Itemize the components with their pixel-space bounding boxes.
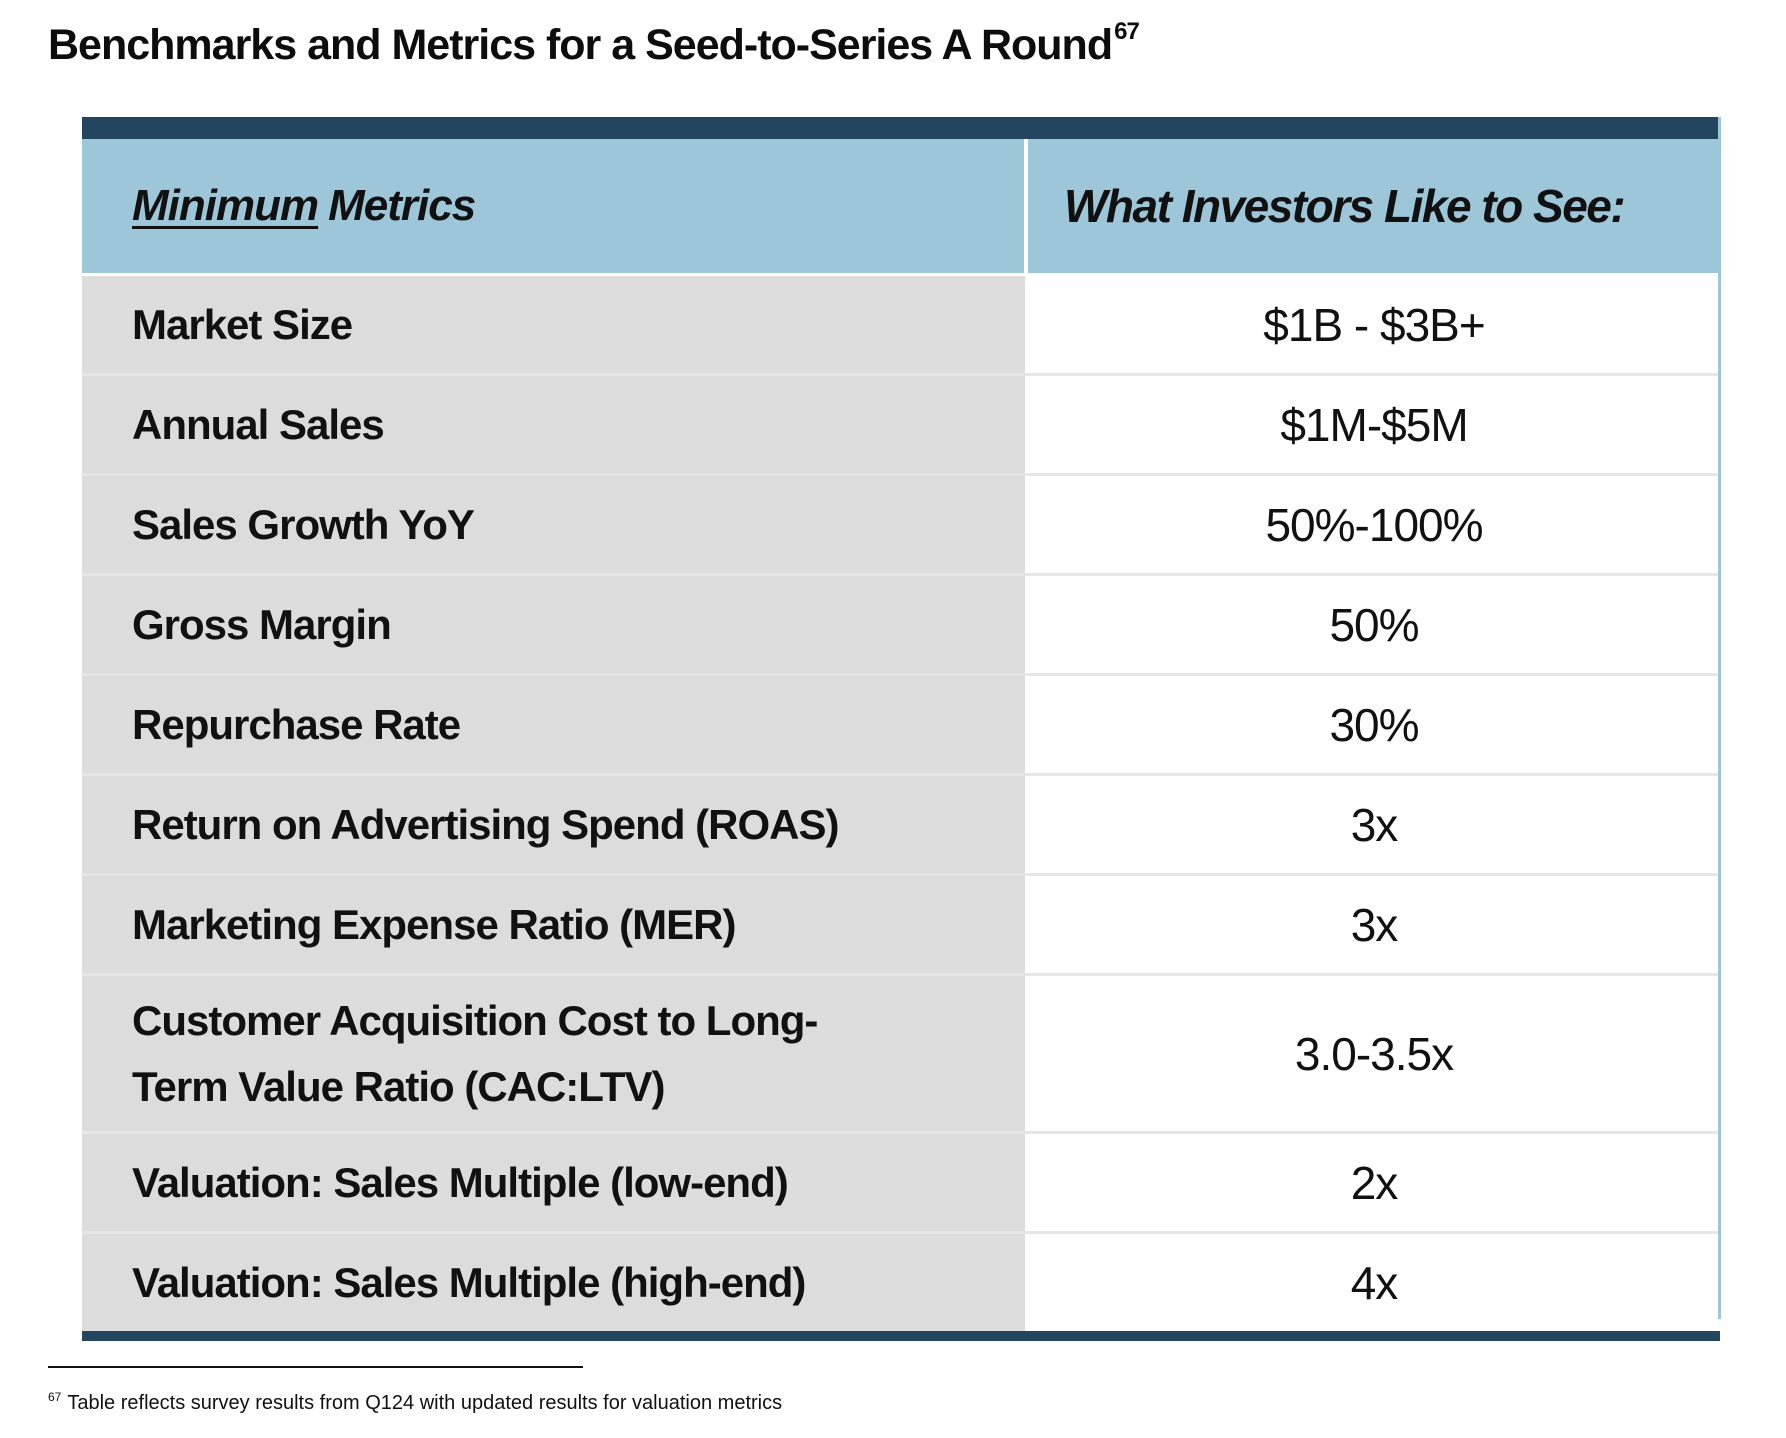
value-cell: 30% xyxy=(1028,676,1720,773)
table-row: Annual Sales $1M-$5M xyxy=(82,376,1720,476)
value-cell: 2x xyxy=(1028,1134,1720,1231)
metric-cell: Return on Advertising Spend (ROAS) xyxy=(82,776,1028,873)
table-row: Return on Advertising Spend (ROAS) 3x xyxy=(82,776,1720,876)
header-what-investors-like: What Investors Like to See: xyxy=(1064,180,1626,232)
table-body: Market Size $1B - $3B+ Annual Sales $1M-… xyxy=(82,276,1720,1331)
table-row: Marketing Expense Ratio (MER) 3x xyxy=(82,876,1720,976)
table-row: Valuation: Sales Multiple (low-end) 2x xyxy=(82,1134,1720,1234)
table-row: Customer Acquisition Cost to Long-Term V… xyxy=(82,976,1720,1134)
header-left-rest: Metrics xyxy=(328,181,476,230)
header-minimum-metrics: Minimum Metrics xyxy=(82,139,1028,273)
metric-cell: Marketing Expense Ratio (MER) xyxy=(82,876,1028,973)
metric-cell: Sales Growth YoY xyxy=(82,476,1028,573)
footnote-divider xyxy=(48,1366,583,1368)
metric-cell: Repurchase Rate xyxy=(82,676,1028,773)
page-title-text: Benchmarks and Metrics for a Seed-to-Ser… xyxy=(48,21,1113,69)
metric-cell: Annual Sales xyxy=(82,376,1028,473)
value-cell: 50%-100% xyxy=(1028,476,1720,573)
table-right-edge xyxy=(1718,117,1721,1319)
metric-cell: Gross Margin xyxy=(82,576,1028,673)
metric-cell: Valuation: Sales Multiple (high-end) xyxy=(82,1234,1028,1331)
table-header-row: Minimum Metrics What Investors Like to S… xyxy=(82,139,1720,276)
table-row: Gross Margin 50% xyxy=(82,576,1720,676)
footnote-text: Table reflects survey results from Q124 … xyxy=(67,1392,783,1414)
footnote: 67 Table reflects survey results from Q12… xyxy=(48,1390,782,1415)
metric-cell: Market Size xyxy=(82,276,1028,373)
metric-cell: Customer Acquisition Cost to Long-Term V… xyxy=(82,976,1028,1131)
table-row: Market Size $1B - $3B+ xyxy=(82,276,1720,376)
value-cell: 3x xyxy=(1028,876,1720,973)
value-cell: $1B - $3B+ xyxy=(1028,276,1720,373)
table-bottom-bar xyxy=(82,1331,1720,1341)
value-cell: $1M-$5M xyxy=(1028,376,1720,473)
metric-cell: Valuation: Sales Multiple (low-end) xyxy=(82,1134,1028,1231)
value-cell: 3x xyxy=(1028,776,1720,873)
title-footnote-ref: 67 xyxy=(1114,18,1140,45)
value-cell: 4x xyxy=(1028,1234,1720,1331)
table-row: Repurchase Rate 30% xyxy=(82,676,1720,776)
value-cell: 3.0-3.5x xyxy=(1028,976,1720,1131)
table-top-bar xyxy=(82,117,1720,139)
footnote-number: 67 xyxy=(48,1390,62,1404)
benchmarks-table: Minimum Metrics What Investors Like to S… xyxy=(82,117,1720,1341)
page-title: Benchmarks and Metrics for a Seed-to-Ser… xyxy=(48,18,1140,70)
value-cell: 50% xyxy=(1028,576,1720,673)
table-row: Sales Growth YoY 50%-100% xyxy=(82,476,1720,576)
table-row: Valuation: Sales Multiple (high-end) 4x xyxy=(82,1234,1720,1331)
header-underlined-word: Minimum xyxy=(132,181,319,230)
